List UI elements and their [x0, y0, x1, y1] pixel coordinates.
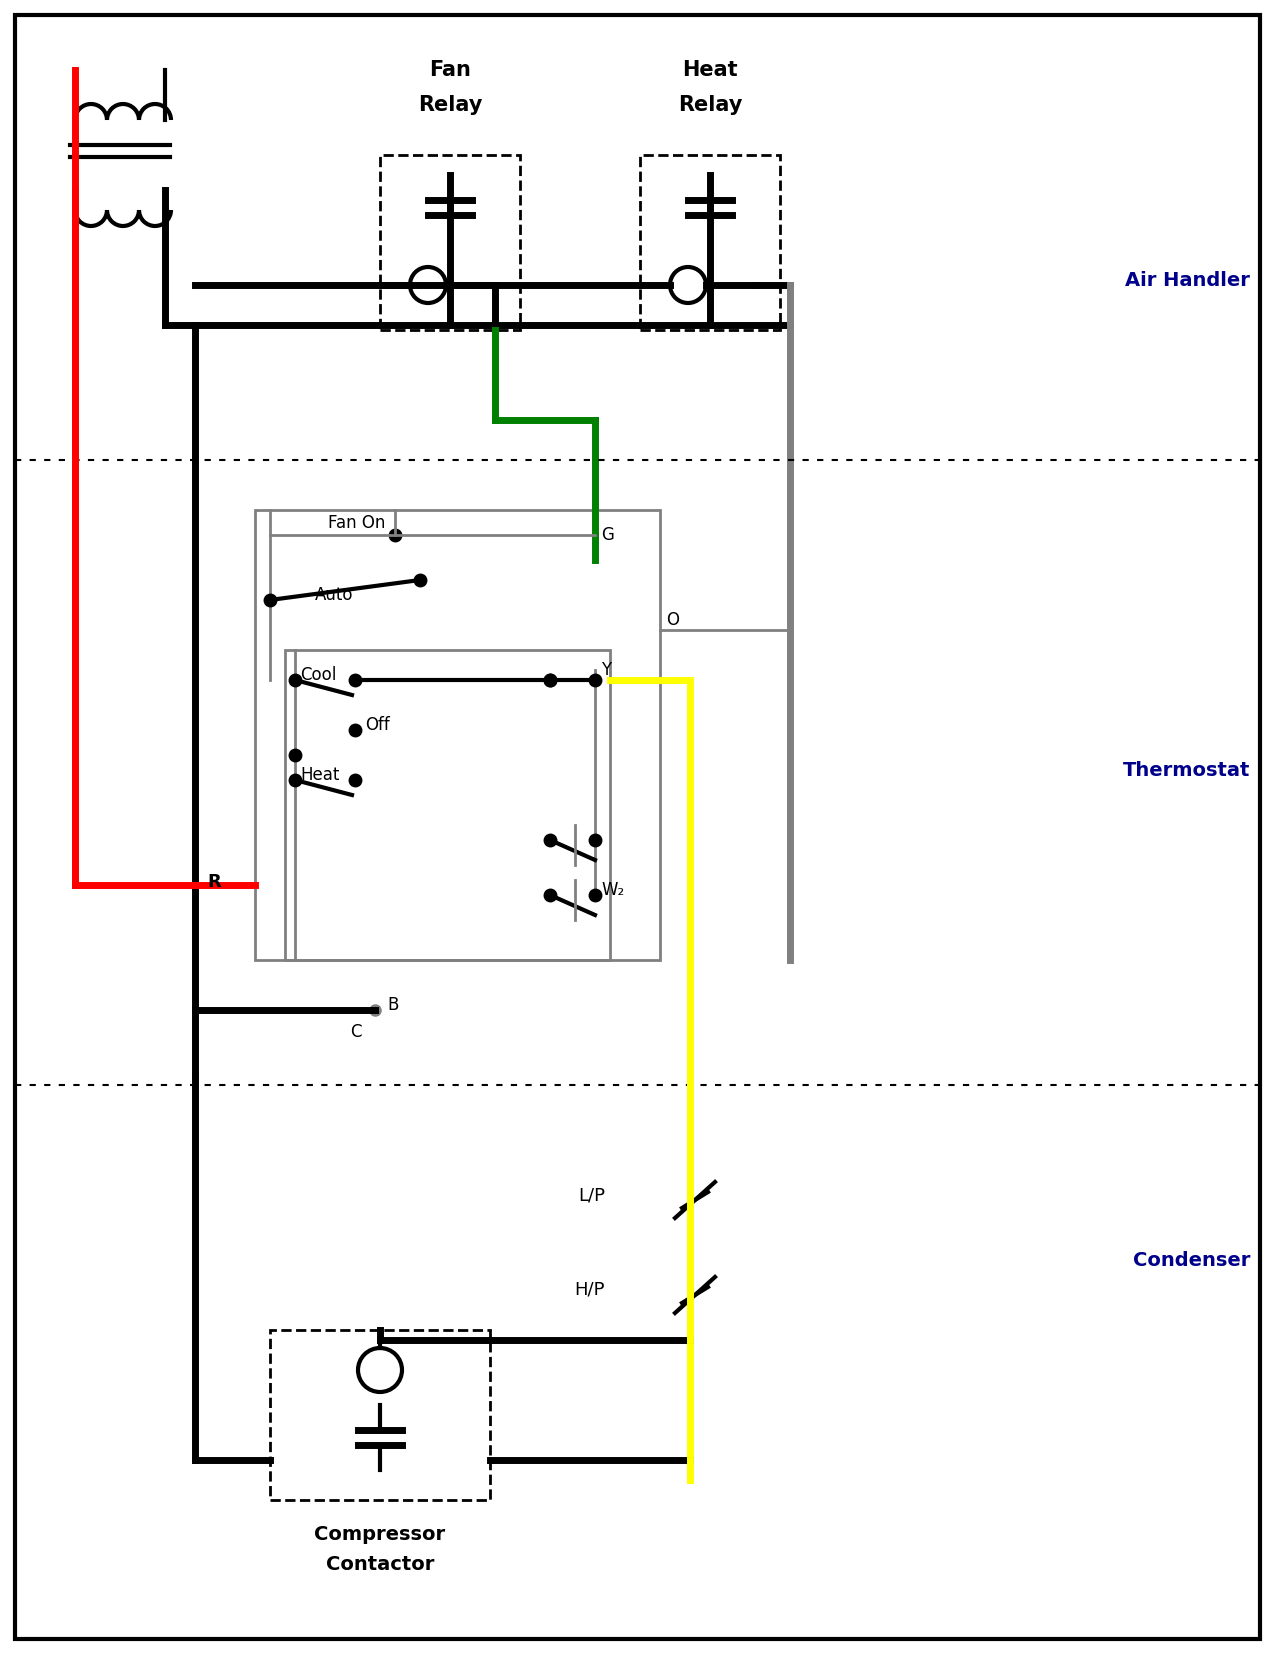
Text: Off: Off — [365, 716, 390, 734]
Text: Compressor: Compressor — [315, 1525, 445, 1545]
Text: Air Handler: Air Handler — [1125, 271, 1250, 289]
Text: Relay: Relay — [418, 94, 482, 116]
Bar — [286, 650, 609, 959]
Text: Heat: Heat — [300, 766, 339, 784]
Text: Contactor: Contactor — [326, 1555, 435, 1575]
Text: G: G — [601, 526, 613, 544]
Text: Thermostat: Thermostat — [1122, 761, 1250, 779]
Text: W₂: W₂ — [601, 882, 625, 900]
Bar — [255, 509, 660, 959]
Text: L/P: L/P — [578, 1186, 606, 1204]
Text: C: C — [351, 1024, 362, 1040]
Bar — [270, 1330, 490, 1500]
Text: Y: Y — [601, 662, 611, 680]
Text: H/P: H/P — [575, 1280, 606, 1298]
Text: Auto: Auto — [315, 586, 353, 604]
Bar — [640, 155, 780, 331]
Text: Condenser: Condenser — [1132, 1250, 1250, 1270]
Text: R: R — [207, 873, 221, 892]
Text: Heat: Heat — [682, 60, 738, 79]
Text: Fan: Fan — [430, 60, 470, 79]
Text: O: O — [666, 610, 680, 629]
Text: Cool: Cool — [300, 667, 337, 685]
Text: Relay: Relay — [678, 94, 742, 116]
Text: B: B — [388, 996, 398, 1014]
Bar — [380, 155, 520, 331]
Text: Fan On: Fan On — [328, 514, 385, 533]
